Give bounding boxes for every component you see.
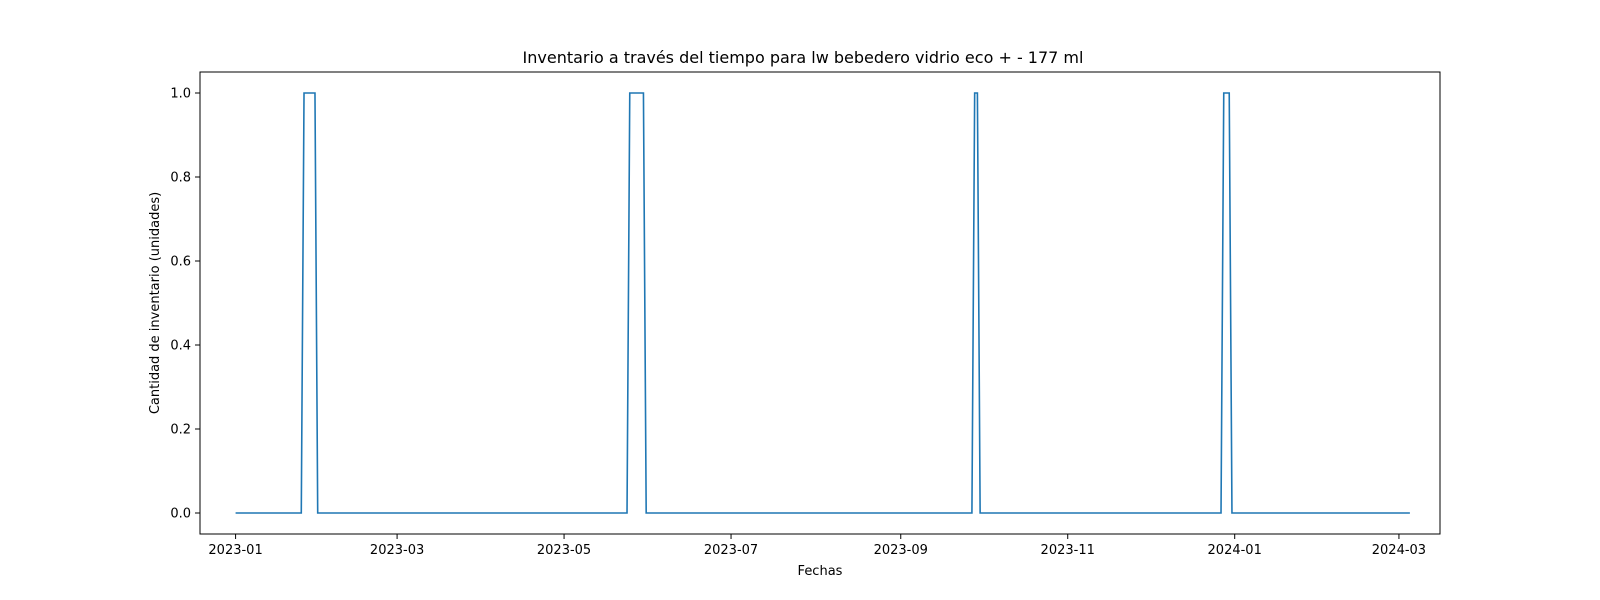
x-tick-label: 2024-03	[1372, 543, 1426, 558]
x-tick-label: 2023-01	[208, 543, 262, 558]
y-axis: 0.0 0.2 0.4 0.6 0.8 1.0	[170, 87, 200, 522]
x-tick-label: 2023-07	[704, 543, 758, 558]
x-tick-label: 2023-11	[1041, 543, 1095, 558]
y-tick-label: 1.0	[170, 87, 191, 102]
x-tick-label: 2023-03	[370, 543, 424, 558]
x-tick-label: 2023-09	[874, 543, 928, 558]
y-tick-label: 0.0	[170, 507, 191, 522]
plot-frame	[199, 71, 1441, 535]
y-tick-label: 0.8	[170, 171, 191, 186]
chart-title: Inventario a través del tiempo para lw b…	[523, 48, 1084, 67]
x-tick-label: 2024-01	[1208, 543, 1262, 558]
x-axis-label: Fechas	[798, 564, 843, 579]
series-line	[235, 92, 1410, 514]
y-tick-label: 0.4	[170, 339, 191, 354]
plot-area	[235, 92, 1410, 514]
y-axis-label: Cantidad de inventario (unidades)	[148, 192, 163, 414]
y-tick-label: 0.2	[170, 423, 191, 438]
x-axis: 2023-01 2023-03 2023-05 2023-07 2023-09 2023-…	[208, 534, 1426, 558]
y-tick-label: 0.6	[170, 255, 191, 270]
x-tick-label: 2023-05	[537, 543, 591, 558]
